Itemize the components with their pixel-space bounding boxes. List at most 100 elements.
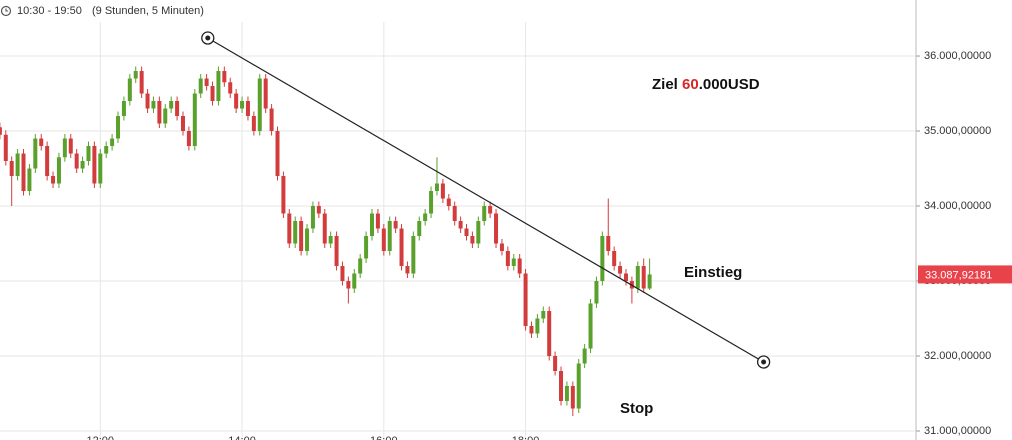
- candle-body: [3, 134, 8, 162]
- candle-body: [511, 258, 516, 267]
- candle-body: [358, 258, 363, 274]
- price-tag: [918, 265, 1012, 284]
- candle-body: [576, 363, 581, 409]
- candle-body: [56, 157, 61, 184]
- candle-body: [21, 153, 26, 192]
- candle-body: [228, 82, 233, 94]
- candle-body: [369, 213, 374, 237]
- candle-body: [210, 86, 215, 102]
- candle-body: [446, 198, 451, 207]
- target-part: .000USD: [699, 76, 760, 93]
- candle-body: [328, 236, 333, 244]
- candle-body: [39, 138, 44, 147]
- candle-body: [33, 138, 38, 169]
- candle-body: [299, 221, 304, 252]
- candle-body: [641, 266, 646, 289]
- candle-body: [411, 236, 416, 274]
- candle-body: [157, 101, 162, 124]
- candle-body: [375, 213, 380, 229]
- candle-body: [559, 371, 564, 402]
- candle-body: [618, 266, 623, 274]
- candle-body: [169, 101, 174, 109]
- candle-body: [175, 101, 180, 117]
- candle-body: [104, 146, 109, 154]
- candle-body: [80, 161, 85, 169]
- candle-body: [553, 356, 558, 372]
- candle-body: [127, 78, 132, 102]
- candle-body: [240, 101, 245, 109]
- candle-body: [476, 221, 481, 244]
- candle-body: [45, 146, 50, 177]
- candle-body: [110, 138, 115, 147]
- candle-body: [316, 206, 321, 214]
- candle-body: [305, 228, 310, 252]
- candle-body: [381, 228, 386, 252]
- clock-icon: [0, 5, 12, 17]
- candle-body: [180, 116, 185, 132]
- candle-body: [287, 213, 292, 244]
- x-tick-label: 18:00: [512, 435, 540, 440]
- candle-body: [535, 318, 540, 334]
- candle-body: [86, 146, 91, 162]
- candle-body: [192, 93, 197, 147]
- candle-body: [405, 266, 410, 274]
- candle-body: [133, 71, 138, 79]
- candle-body: [352, 273, 357, 289]
- duration: (9 Stunden, 5 Minuten): [92, 5, 204, 17]
- trendline: [207, 37, 764, 363]
- target-annotation: Ziel 60.000USD: [652, 76, 760, 93]
- x-tick-label: 14:00: [228, 435, 256, 440]
- candle-body: [387, 221, 392, 252]
- candle-body: [529, 326, 534, 334]
- candle-body: [464, 228, 469, 237]
- y-tick-label: 32.000,00000: [924, 350, 991, 362]
- candle-body: [564, 386, 569, 402]
- candle-body: [257, 78, 262, 132]
- x-tick-label: 12:00: [87, 435, 115, 440]
- candle-body: [517, 258, 522, 274]
- candle-body: [51, 176, 56, 184]
- stop-annotation: Stop: [620, 400, 653, 417]
- candle-body: [393, 221, 398, 229]
- y-tick-label: 31.000,00000: [924, 425, 991, 437]
- candle-body: [582, 348, 587, 364]
- candle-body: [423, 213, 428, 222]
- candle-body: [62, 138, 67, 158]
- candle-body: [186, 131, 191, 147]
- candle-body: [145, 93, 150, 109]
- y-tick-label: 34.000,00000: [924, 200, 991, 212]
- candle-body: [612, 251, 617, 267]
- candle-body: [623, 273, 628, 282]
- candle-body: [364, 236, 369, 259]
- candle-body: [15, 153, 20, 177]
- candle-body: [151, 101, 156, 109]
- candle-body: [281, 176, 286, 214]
- candle-body: [275, 131, 280, 177]
- candle-body: [547, 311, 552, 357]
- target-part: Ziel: [652, 76, 682, 93]
- candle-body: [269, 108, 274, 132]
- candle-body: [310, 206, 315, 229]
- candle-body: [9, 161, 14, 177]
- y-tick-label: 36.000,00000: [924, 50, 991, 62]
- candle-body: [98, 153, 103, 184]
- candle-body: [116, 116, 121, 139]
- candle-body: [505, 251, 510, 267]
- candle-body: [163, 108, 168, 124]
- candle-body: [139, 71, 144, 94]
- candle-body: [340, 266, 345, 282]
- candle-body: [222, 71, 227, 83]
- candle-body: [470, 236, 475, 244]
- candle-body: [523, 273, 528, 327]
- candle-body: [600, 236, 605, 282]
- candle-body: [204, 78, 209, 87]
- candle-body: [92, 146, 97, 184]
- time-range: 10:30 - 19:50: [17, 5, 82, 17]
- candle-body: [68, 138, 73, 154]
- candle-body: [458, 221, 463, 229]
- candle-body: [27, 168, 32, 192]
- candle-body: [482, 206, 487, 222]
- candle-body: [245, 101, 250, 117]
